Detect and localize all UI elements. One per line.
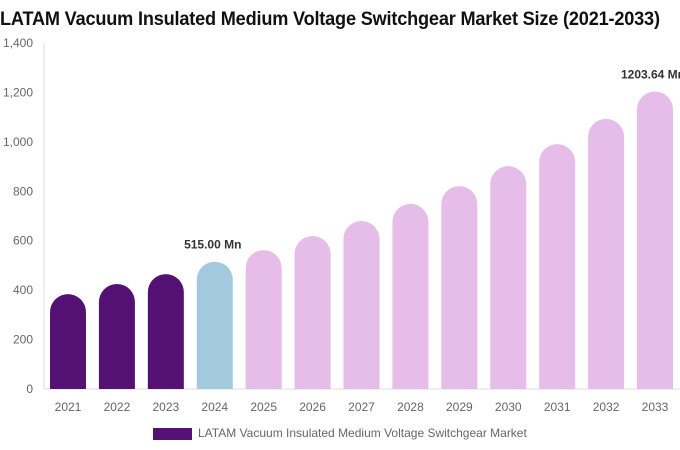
x-tick-label: 2025	[250, 400, 277, 414]
x-tick-label: 2032	[593, 400, 620, 414]
bar-2029	[441, 186, 478, 389]
y-tick-label: 0	[26, 382, 33, 396]
x-tick-label: 2030	[495, 400, 522, 414]
bar-2030	[490, 166, 527, 389]
y-tick-label: 200	[13, 333, 33, 347]
x-tick-label: 2028	[397, 400, 424, 414]
y-tick-label: 800	[13, 184, 33, 198]
y-tick-label: 1,000	[3, 135, 33, 149]
legend-label: LATAM Vacuum Insulated Medium Voltage Sw…	[198, 426, 527, 440]
chart-title: LATAM Vacuum Insulated Medium Voltage Sw…	[0, 8, 660, 30]
x-tick-label: 2022	[104, 400, 131, 414]
bar-2031	[539, 144, 576, 389]
x-tick-label: 2033	[642, 400, 669, 414]
y-tick-label: 400	[13, 283, 33, 297]
x-tick-label: 2021	[55, 400, 82, 414]
bar-2028	[392, 203, 429, 389]
bar-2033	[637, 91, 673, 390]
bar-2022	[98, 283, 135, 389]
y-tick-label: 1,200	[3, 85, 33, 99]
x-tick-label: 2027	[348, 400, 375, 414]
bar-2027	[343, 220, 380, 389]
data-label: 515.00 Mn	[184, 238, 241, 252]
y-tick-label: 600	[13, 234, 33, 248]
bar-2021	[50, 294, 86, 389]
x-tick-label: 2023	[152, 400, 179, 414]
bar-2025	[245, 250, 282, 389]
x-tick-label: 2031	[544, 400, 571, 414]
y-tick-label: 1,400	[3, 36, 33, 50]
x-tick-label: 2024	[201, 400, 228, 414]
legend-swatch	[153, 428, 192, 440]
bar-2032	[588, 118, 625, 390]
x-tick-label: 2026	[299, 400, 326, 414]
data-label: 1203.64 Mn	[621, 68, 680, 82]
x-tick-label: 2029	[446, 400, 473, 414]
bar-2024	[196, 261, 233, 389]
bar-2023	[147, 274, 184, 389]
bar-2026	[294, 236, 331, 389]
